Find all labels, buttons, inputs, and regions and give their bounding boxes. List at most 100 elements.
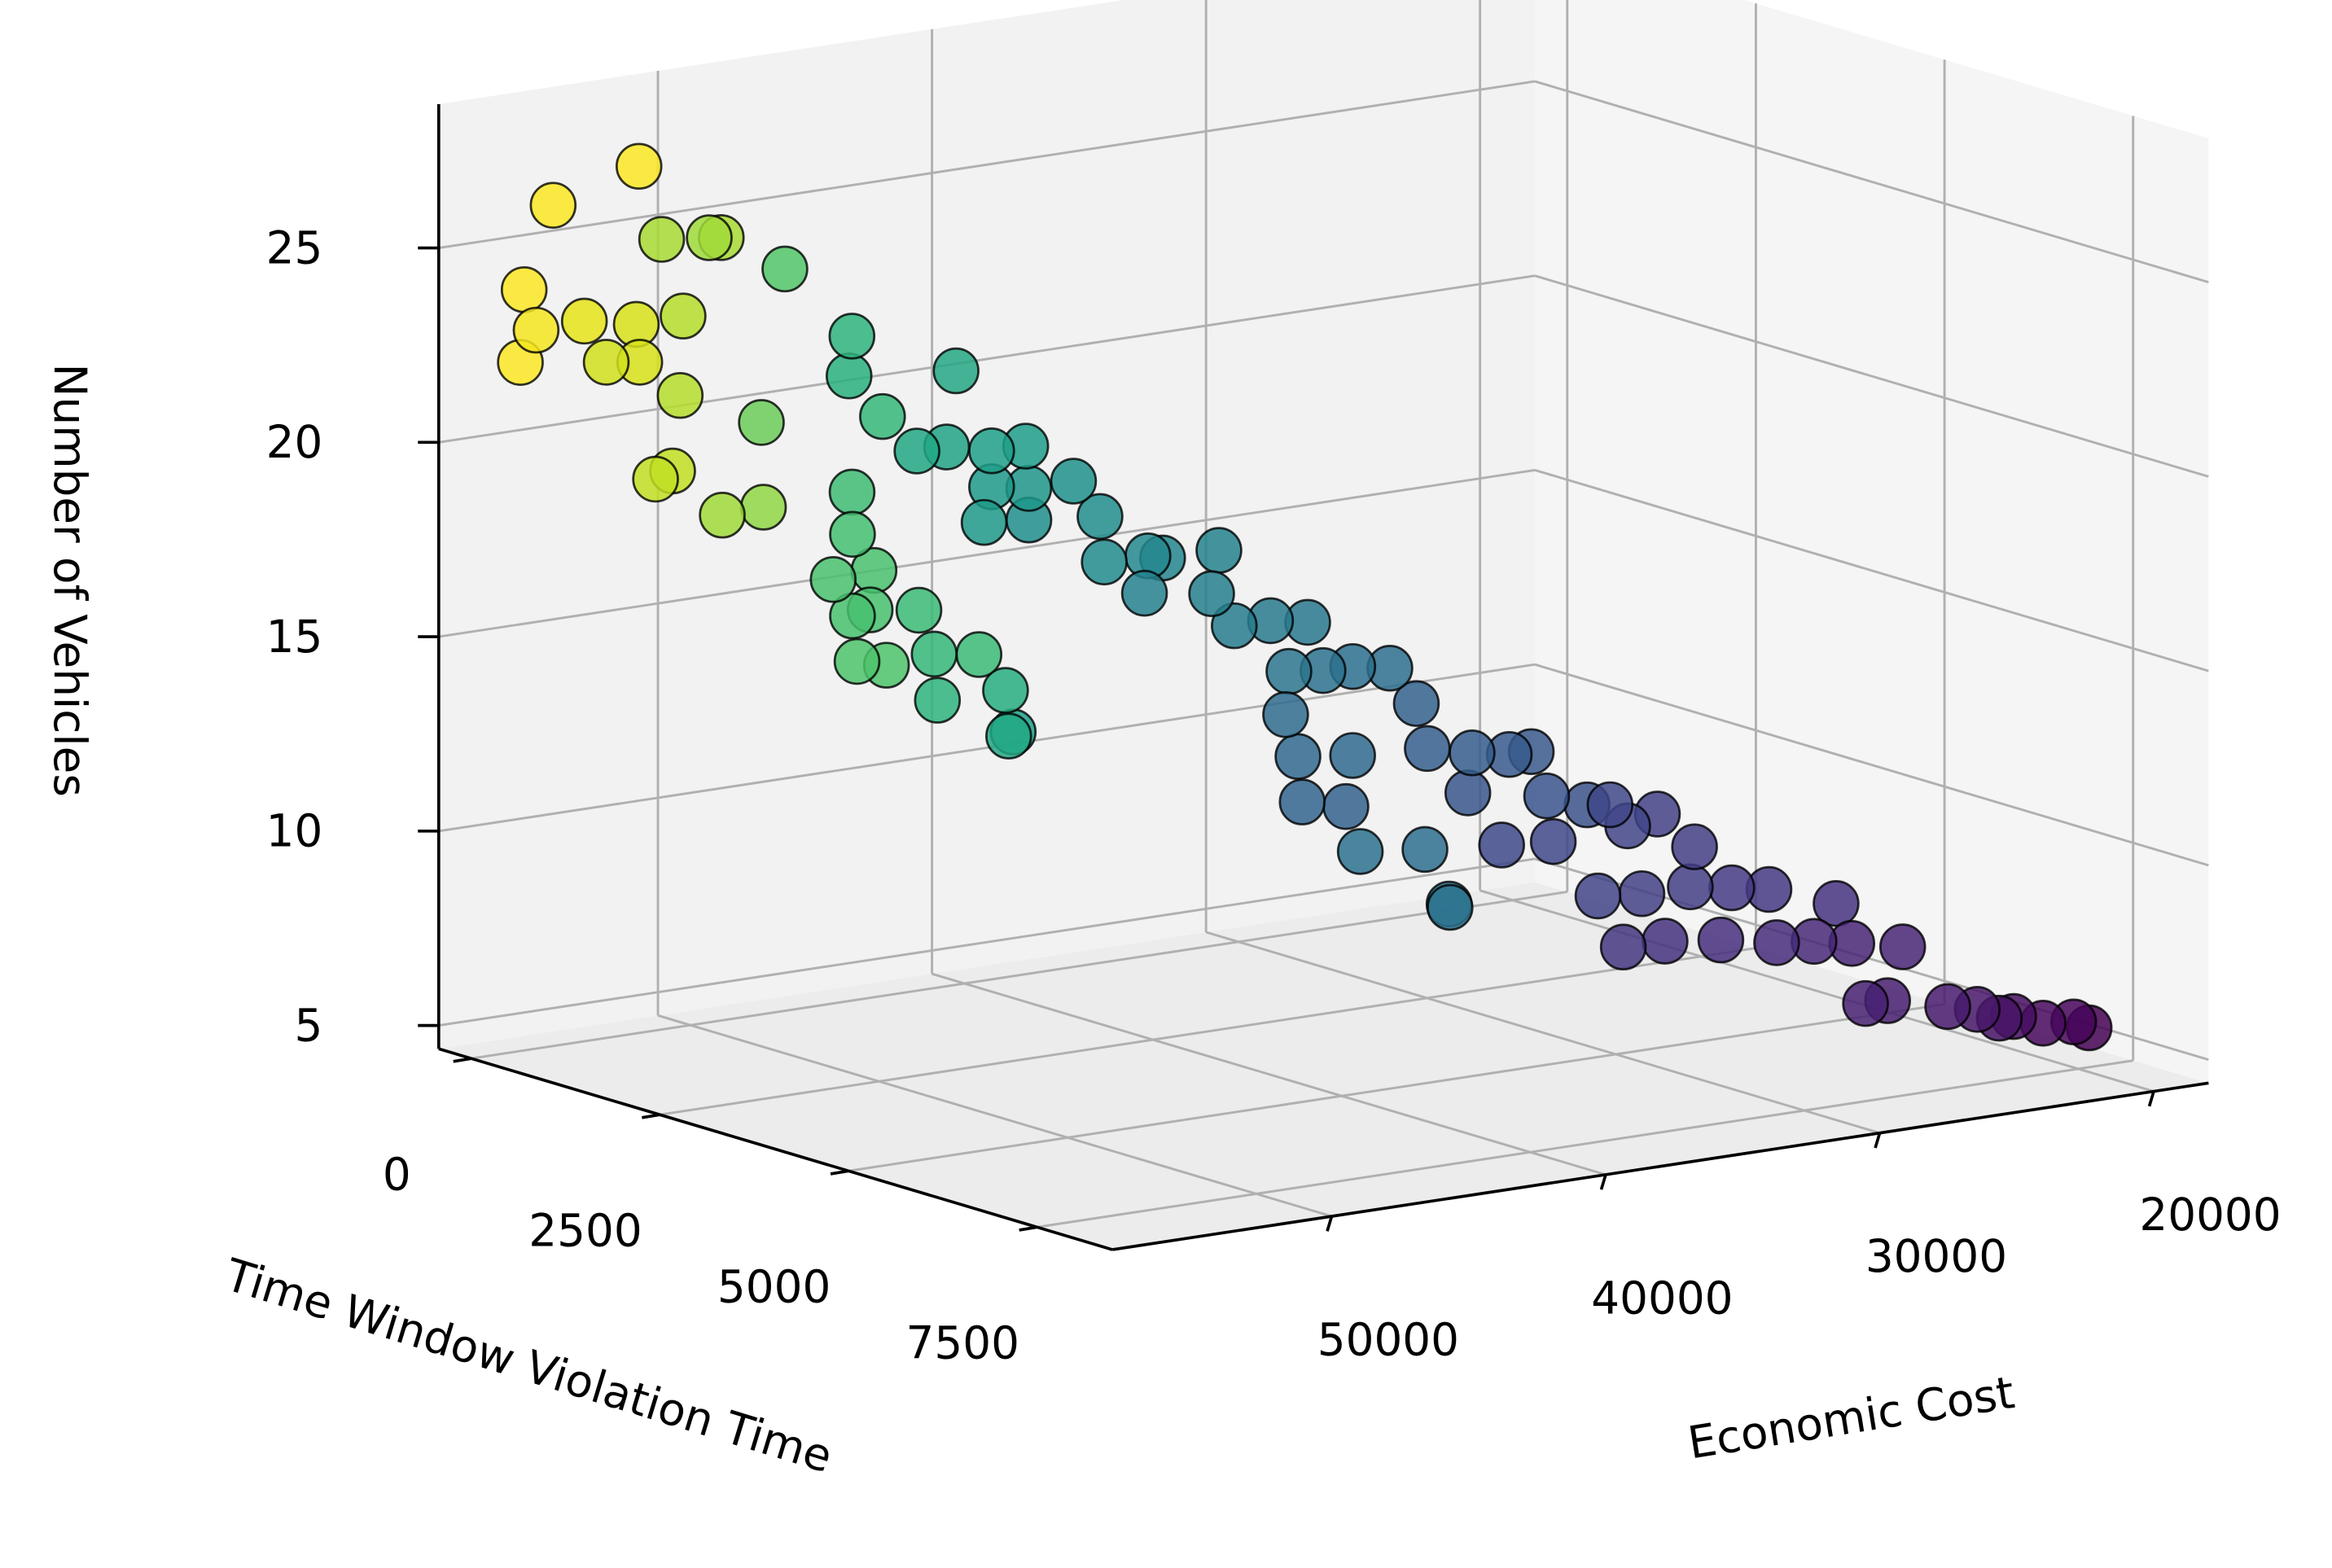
point [968,427,1015,475]
point [529,182,577,229]
grid-line [660,947,1756,1116]
grid-line [1037,1059,2133,1229]
grid-line [438,663,1536,833]
z-tick-label: 10 [266,805,323,857]
x-tick-label: 20000 [2139,1189,2281,1241]
right-pane [1534,0,2209,1084]
point [932,347,980,395]
point [1618,869,1666,918]
x-tick-label: 40000 [1591,1272,1733,1324]
point [1599,923,1647,971]
grid-line [931,972,1607,1176]
point [632,455,679,503]
point [615,142,663,191]
point [828,313,876,360]
point [1697,916,1745,964]
z-tick-label: 25 [266,221,323,274]
point [1211,602,1258,650]
grid-line [848,1003,1945,1172]
point [500,266,548,313]
point [560,297,608,345]
point [914,677,962,724]
point [1392,680,1440,727]
point [825,352,873,400]
point [638,216,686,263]
point [893,427,940,475]
point [1574,872,1622,920]
point [656,371,704,419]
z-axis-label: Number of Vehicles [44,363,96,796]
point [1813,880,1860,927]
point [833,637,881,685]
z-tick-label: 5 [294,999,322,1051]
grid-line [471,891,1568,1060]
point [1523,772,1571,820]
grid-line [1534,663,2209,867]
point [1671,823,1718,870]
grid-line [1534,274,2209,478]
x-tick [1874,1132,1882,1149]
point [1329,732,1376,779]
point [660,292,707,339]
point [739,484,787,531]
grid-line [438,468,1536,638]
point [1449,729,1496,777]
z-tick-label: 15 [266,611,323,663]
x-axis-label: Economic Cost [1685,1366,2018,1469]
point [738,399,785,446]
point [1076,493,1124,541]
point [512,306,560,354]
point [1120,569,1168,617]
point [686,214,733,261]
z-tick-label: 20 [266,416,323,468]
grid-line [1479,889,2154,1093]
grid [438,0,2209,1229]
point [1878,923,1927,970]
point [1195,527,1243,574]
y-tick-label: 5000 [717,1261,831,1313]
point [1924,983,1971,1031]
grid-line [438,857,1536,1027]
axes: 20000 30000 40000 50000 0 2500 5000 7500 5 10 15 20… [266,103,2282,1369]
point [828,468,876,516]
y-tick-label: 7500 [906,1317,1019,1369]
point [1753,919,1800,966]
x-axis [1111,1081,2209,1251]
point [1667,863,1714,911]
grid-line [438,80,1536,250]
point [582,339,630,386]
x-tick-label: 30000 [1865,1230,2007,1282]
x-tick [2147,1091,2155,1107]
points [497,142,2113,1052]
grid-line [438,274,1536,444]
y-axis [438,1047,1113,1251]
point [699,491,746,539]
y-tick-label: 0 [383,1148,411,1200]
point [960,498,1008,546]
point [1529,817,1577,865]
y-tick-label: 2500 [528,1205,642,1257]
x-tick [1326,1215,1334,1232]
point [910,630,958,678]
point [1427,883,1474,931]
point [829,510,876,558]
point [829,592,876,640]
point [985,712,1032,760]
grid-line [657,1014,1332,1218]
point [809,556,857,603]
point [761,245,809,293]
point [1322,782,1370,830]
grid-line [1205,931,1880,1135]
floor-pane [438,882,2209,1250]
point [1708,864,1756,912]
point [1842,979,1889,1027]
point [1081,538,1128,586]
point [1274,733,1322,781]
point [859,392,906,440]
point [1478,821,1525,869]
point [1404,725,1451,773]
grid-line [1534,469,2209,672]
point [1336,828,1384,875]
